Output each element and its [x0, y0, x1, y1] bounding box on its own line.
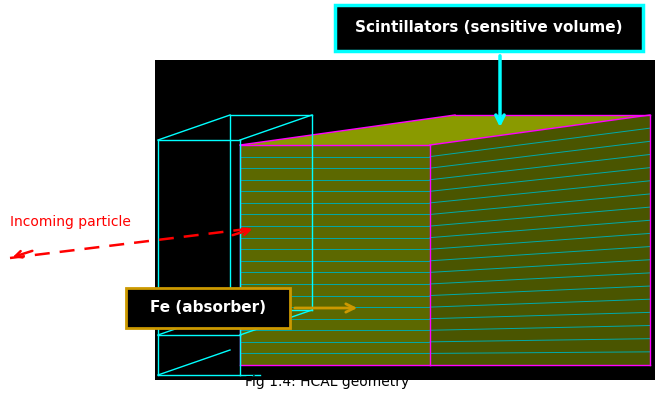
Text: Incoming particle: Incoming particle — [10, 215, 131, 229]
Text: Fig 1.4: HCAL geometry: Fig 1.4: HCAL geometry — [245, 375, 409, 389]
Polygon shape — [240, 115, 650, 145]
Polygon shape — [240, 145, 430, 365]
FancyBboxPatch shape — [335, 5, 643, 51]
Bar — [155, 60, 655, 380]
Text: Fe (absorber): Fe (absorber) — [150, 301, 266, 316]
Text: Scintillators (sensitive volume): Scintillators (sensitive volume) — [355, 21, 623, 36]
FancyBboxPatch shape — [126, 288, 290, 328]
Polygon shape — [430, 115, 650, 365]
